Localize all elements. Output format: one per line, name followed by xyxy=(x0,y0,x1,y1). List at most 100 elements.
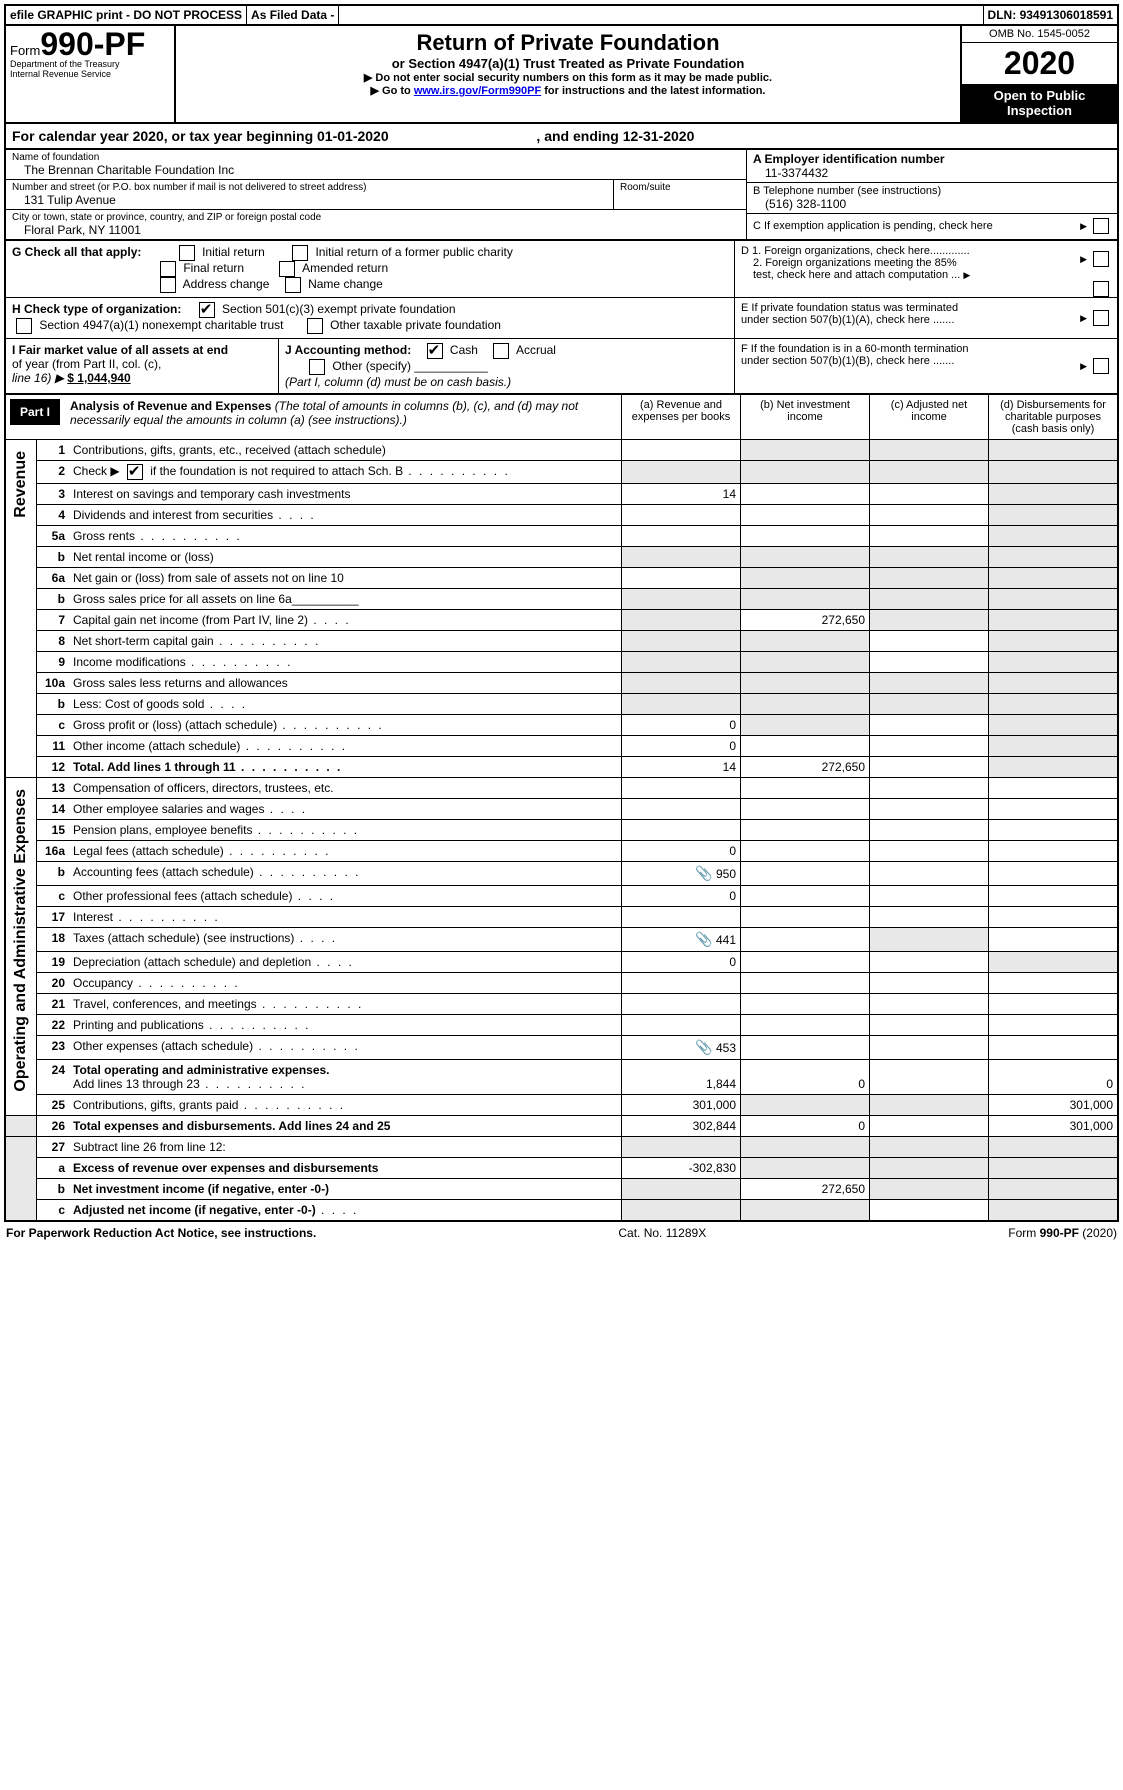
line-12-a: 14 xyxy=(622,757,741,778)
line-22-text: Printing and publications xyxy=(69,1015,622,1036)
cal-begin: 01-01-2020 xyxy=(317,128,389,144)
row-17: 17Interest xyxy=(6,907,1117,928)
c-cell: C If exemption application is pending, c… xyxy=(747,214,1117,238)
line-2-text: Check ▶ if the foundation is not require… xyxy=(69,461,622,484)
g-initial-checkbox[interactable] xyxy=(179,245,195,261)
d-section: D 1. Foreign organizations, check here..… xyxy=(734,241,1117,297)
row-5a: 5aGross rents xyxy=(6,526,1117,547)
d2-checkbox[interactable] xyxy=(1093,281,1109,297)
line-27b-b: 272,650 xyxy=(741,1179,870,1200)
j-cash-checkbox[interactable] xyxy=(427,343,443,359)
row-23: 23Other expenses (attach schedule)📎 453 xyxy=(6,1036,1117,1060)
room-label: Room/suite xyxy=(620,182,740,193)
name-label: Name of foundation xyxy=(12,152,740,163)
line-24-a: 1,844 xyxy=(622,1060,741,1095)
f-text-1: F If the foundation is in a 60-month ter… xyxy=(741,343,1111,355)
g-name-checkbox[interactable] xyxy=(285,277,301,293)
row-27b: bNet investment income (if negative, ent… xyxy=(6,1179,1117,1200)
line-17-text: Interest xyxy=(69,907,622,928)
attachment-icon[interactable]: 📎 xyxy=(695,865,712,881)
g-opt-1: Initial return of a former public charit… xyxy=(315,245,512,259)
attachment-icon[interactable]: 📎 xyxy=(695,931,712,947)
topbar-spacer xyxy=(339,6,983,24)
efile-label: efile GRAPHIC print - DO NOT PROCESS xyxy=(6,6,247,24)
g-address-checkbox[interactable] xyxy=(160,277,176,293)
header-left: Form990-PF Department of the Treasury In… xyxy=(6,26,176,122)
sch-b-checkbox[interactable] xyxy=(127,464,143,480)
line-12-text: Total. Add lines 1 through 11 xyxy=(69,757,622,778)
c-checkbox[interactable] xyxy=(1093,218,1109,234)
j-other-checkbox[interactable] xyxy=(309,359,325,375)
line-19-a: 0 xyxy=(622,952,741,973)
d1-checkbox[interactable] xyxy=(1093,251,1109,267)
top-bar: efile GRAPHIC print - DO NOT PROCESS As … xyxy=(4,4,1119,26)
attachment-icon[interactable]: 📎 xyxy=(695,1039,712,1055)
line-12-b: 272,650 xyxy=(741,757,870,778)
col-d-header: (d) Disbursements for charitable purpose… xyxy=(988,395,1117,439)
row-ij-f: I Fair market value of all assets at end… xyxy=(4,339,1119,395)
line-19-text: Depreciation (attach schedule) and deple… xyxy=(69,952,622,973)
irs-link[interactable]: www.irs.gov/Form990PF xyxy=(414,85,541,97)
part1-header: Part I Analysis of Revenue and Expenses … xyxy=(6,395,1117,440)
instruct-2-post: for instructions and the latest informat… xyxy=(541,85,765,97)
row-12: 12Total. Add lines 1 through 1114272,650 xyxy=(6,757,1117,778)
instruct-1: ▶ Do not enter social security numbers o… xyxy=(184,71,952,84)
line-25-d: 301,000 xyxy=(989,1095,1118,1116)
row-18: 18Taxes (attach schedule) (see instructi… xyxy=(6,928,1117,952)
line-26-a: 302,844 xyxy=(622,1116,741,1137)
j-accrual-checkbox[interactable] xyxy=(493,343,509,359)
line-27a-text: Excess of revenue over expenses and disb… xyxy=(69,1158,622,1179)
line-3-text: Interest on savings and temporary cash i… xyxy=(69,484,622,505)
treasury-1: Department of the Treasury xyxy=(10,59,170,69)
line-16a-a: 0 xyxy=(622,841,741,862)
line-20-text: Occupancy xyxy=(69,973,622,994)
line-26-text: Total expenses and disbursements. Add li… xyxy=(69,1116,622,1137)
line-18-a: 📎 441 xyxy=(622,928,741,952)
h-other-checkbox[interactable] xyxy=(307,318,323,334)
j-accrual: Accrual xyxy=(516,343,556,357)
h-501c3-checkbox[interactable] xyxy=(199,302,215,318)
line-10a-text: Gross sales less returns and allowances xyxy=(69,673,622,694)
row-14: 14Other employee salaries and wages xyxy=(6,799,1117,820)
line-9-text: Income modifications xyxy=(69,652,622,673)
row-27a: aExcess of revenue over expenses and dis… xyxy=(6,1158,1117,1179)
dln-value: 93491306018591 xyxy=(1020,8,1113,22)
line-7-text: Capital gain net income (from Part IV, l… xyxy=(69,610,622,631)
instruct-2-pre: ▶ Go to xyxy=(371,85,414,97)
line-16c-text: Other professional fees (attach schedule… xyxy=(69,886,622,907)
g-opt-0: Initial return xyxy=(202,245,265,259)
g-initial-former-checkbox[interactable] xyxy=(292,245,308,261)
street-address: 131 Tulip Avenue xyxy=(12,193,607,207)
g-opt-5: Name change xyxy=(308,277,383,291)
row-3: 3Interest on savings and temporary cash … xyxy=(6,484,1117,505)
part1-table: Revenue 1Contributions, gifts, grants, e… xyxy=(6,440,1117,1220)
e-checkbox[interactable] xyxy=(1093,310,1109,326)
form-prefix: Form xyxy=(10,43,40,58)
row-19: 19Depreciation (attach schedule) and dep… xyxy=(6,952,1117,973)
line-14-text: Other employee salaries and wages xyxy=(69,799,622,820)
i-section: I Fair market value of all assets at end… xyxy=(6,339,279,393)
tax-year: 2020 xyxy=(962,43,1117,84)
g-final-checkbox[interactable] xyxy=(160,261,176,277)
line-25-text: Contributions, gifts, grants paid xyxy=(69,1095,622,1116)
footer-mid: Cat. No. 11289X xyxy=(618,1226,706,1240)
f-checkbox[interactable] xyxy=(1093,358,1109,374)
d2-text-a: 2. Foreign organizations meeting the 85% xyxy=(753,257,1111,269)
row-h-e: H Check type of organization: Section 50… xyxy=(4,298,1119,339)
g-opt-3: Amended return xyxy=(302,261,388,275)
header-mid: Return of Private Foundation or Section … xyxy=(176,26,960,122)
part1-title: Analysis of Revenue and Expenses xyxy=(70,399,271,413)
j-other: Other (specify) xyxy=(332,359,411,373)
name-cell: Name of foundation The Brennan Charitabl… xyxy=(6,150,746,180)
tel-cell: B Telephone number (see instructions) (5… xyxy=(747,183,1117,214)
g-amended-checkbox[interactable] xyxy=(279,261,295,277)
line-4-text: Dividends and interest from securities xyxy=(69,505,622,526)
part1-header-left: Part I Analysis of Revenue and Expenses … xyxy=(6,395,621,439)
j-cash: Cash xyxy=(450,343,478,357)
form-title: Return of Private Foundation xyxy=(184,30,952,56)
h-4947-checkbox[interactable] xyxy=(16,318,32,334)
line-26-d: 301,000 xyxy=(989,1116,1118,1137)
row-10b: bLess: Cost of goods sold xyxy=(6,694,1117,715)
line-10c-text: Gross profit or (loss) (attach schedule) xyxy=(69,715,622,736)
line-21-text: Travel, conferences, and meetings xyxy=(69,994,622,1015)
